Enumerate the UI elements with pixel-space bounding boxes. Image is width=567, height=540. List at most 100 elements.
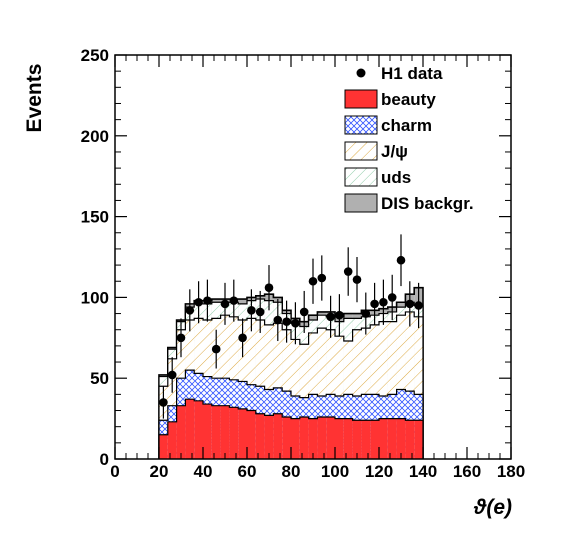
bar-j [414,316,423,459]
bar-beauty [335,418,344,459]
data-marker [185,306,195,315]
data-marker [370,299,379,309]
bar-beauty [405,420,415,459]
bar-beauty [370,420,379,459]
data-point [167,357,177,393]
data-point [264,265,274,311]
x-tick-label: 60 [238,462,257,481]
data-point [229,279,239,322]
data-marker [255,307,265,317]
bar-j [379,321,388,459]
data-marker [176,333,186,343]
bar-beauty [211,405,221,459]
bar-beauty [185,399,195,459]
data-marker [335,310,344,320]
legend-swatch-beauty [344,89,378,109]
bar-beauty [343,418,353,459]
data-point [185,289,195,332]
axis-ticks: 0 20 40 60 80 100 120 140 160 180 0 50 100 150 200 250 [81,46,526,481]
legend-marker-h1-data [356,68,366,78]
data-point [343,247,353,296]
outline-j [158,311,424,459]
data-marker [238,333,247,343]
legend: H1 data beauty charm J/ψ uds DIS backgr. [344,64,474,213]
data-marker [379,297,388,307]
data-point [414,282,423,329]
x-tick-label: 80 [282,462,301,481]
legend-label-dis-backgr: DIS backgr. [381,194,474,213]
data-point [396,234,406,287]
bar-beauty [176,405,186,459]
y-tick-label: 50 [90,369,109,388]
data-point [317,255,327,301]
data-point [211,329,221,369]
data-marker [282,317,291,326]
data-point [361,292,371,335]
legend-label-beauty: beauty [381,90,436,109]
x-tick-label: 160 [453,462,481,481]
data-point [220,282,230,325]
data-marker [343,267,353,276]
h1-data-points [159,234,423,419]
data-point [352,257,362,303]
data-point [299,290,309,333]
bar-beauty [167,421,177,459]
x-axis-title: ϑ(e) [473,496,512,519]
data-marker [264,283,274,293]
data-point [370,282,379,325]
bar-j [387,321,397,459]
x-tick-label: 140 [409,462,437,481]
bar-beauty [282,416,291,459]
bar-beauty [264,415,274,459]
data-marker [159,398,168,407]
data-point [335,294,344,337]
series-beauty [158,398,424,459]
x-tick-label: 180 [497,462,525,481]
data-point [291,302,300,345]
legend-label-h1-data: H1 data [381,64,443,83]
bar-beauty [299,416,309,459]
x-tick-label: 20 [150,462,169,481]
y-axis-title: Events [23,64,46,133]
y-tick-label: 150 [81,208,109,227]
data-marker [352,275,362,284]
data-marker [247,306,256,315]
x-tick-label: 120 [365,462,393,481]
data-marker [317,273,327,283]
outline-beauty [158,398,424,459]
bar-j [317,328,327,459]
data-marker [405,299,415,309]
bar-beauty [387,418,397,459]
data-marker [396,255,406,265]
data-marker [387,293,397,302]
bar-beauty [159,434,168,459]
bar-beauty [361,420,371,459]
data-point [379,279,388,325]
data-point [176,318,186,358]
bar-beauty [247,410,256,459]
data-point [238,318,247,358]
legend-swatch-dis-backgr [344,193,378,213]
y-tick-label: 250 [81,46,109,65]
bar-beauty [220,405,230,459]
bar-beauty [352,420,362,459]
legend-swatch-jpsi [344,141,378,161]
data-marker [361,309,371,318]
data-point [194,281,203,324]
bar-beauty [326,416,335,459]
data-marker [291,318,300,328]
data-marker [220,299,230,309]
data-point [326,295,335,338]
bar-beauty [396,418,406,459]
outline-charm [158,369,424,459]
bar-beauty [229,407,239,459]
bar-beauty [317,416,327,459]
data-marker [203,296,212,305]
data-marker [273,315,283,325]
data-marker [167,370,177,380]
bar-beauty [291,418,300,459]
data-point [405,281,415,327]
bar-beauty [308,418,318,459]
x-tick-label: 40 [194,462,213,481]
